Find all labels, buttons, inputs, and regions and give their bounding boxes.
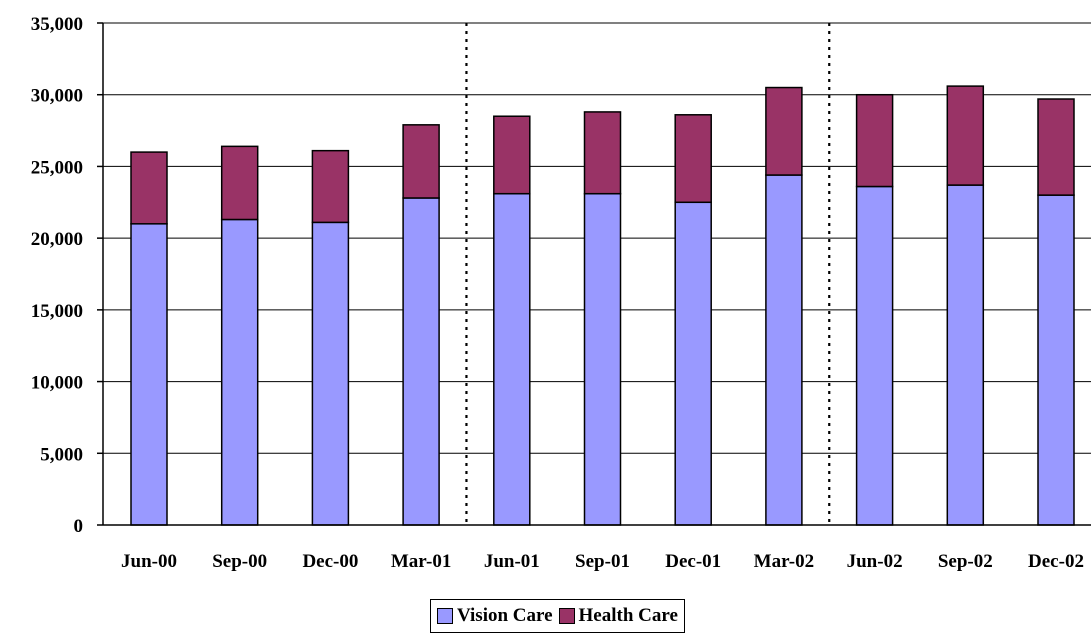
y-tick-labels: 0 5,000 10,000 15,000 20,000 25,000 30,000 35,0… — [31, 14, 83, 537]
bar-health-care-jun-01 — [493, 115, 531, 195]
x-tick-label-dec-02: Dec-02 — [1028, 551, 1084, 572]
bar-vision-care-jun-01 — [493, 192, 531, 526]
y-tick-label-5: 25,000 — [31, 157, 83, 178]
x-tick-label-sep-00: Sep-00 — [212, 551, 267, 572]
bar-vision-care-jun-00 — [130, 223, 168, 526]
bar-vision-care-dec-02 — [1037, 194, 1075, 526]
legend-swatch-vision-care — [437, 608, 453, 624]
bar-health-care-sep-02 — [946, 85, 985, 186]
y-tick-label-7: 35,000 — [31, 14, 83, 35]
bar-health-care-mar-01 — [402, 124, 440, 199]
bar-health-care-sep-00 — [220, 145, 259, 221]
x-tick-label-mar-02: Mar-02 — [754, 551, 815, 572]
x-tick-label-mar-01: Mar-01 — [391, 551, 452, 572]
x-tick-label-sep-01: Sep-01 — [575, 551, 630, 572]
bar-vision-care-sep-01 — [583, 192, 622, 526]
bar-vision-care-sep-02 — [946, 184, 985, 526]
stacked-bar-chart: 0 5,000 10,000 15,000 20,000 25,000 30,000 35,0… — [31, 14, 1091, 572]
bar-health-care-mar-02 — [765, 86, 803, 176]
bar-vision-care-sep-00 — [220, 218, 259, 526]
x-tick-label-dec-00: Dec-00 — [302, 551, 358, 572]
legend-label-health-care: Health Care — [578, 605, 678, 626]
y-tick-label-4: 20,000 — [31, 229, 83, 250]
bar-vision-care-mar-01 — [402, 197, 440, 526]
legend: Vision Care Health Care — [430, 599, 685, 633]
axes — [97, 22, 1091, 526]
bar-health-care-jun-02 — [855, 93, 894, 188]
x-tick-label-jun-02: Jun-02 — [847, 551, 903, 572]
bar-vision-care-mar-02 — [765, 174, 803, 526]
bar-health-care-dec-01 — [674, 114, 712, 204]
legend-swatch-health-care — [558, 608, 575, 624]
x-tick-label-sep-02: Sep-02 — [938, 551, 993, 572]
period-separators — [465, 23, 831, 525]
bar-health-care-dec-02 — [1037, 98, 1075, 196]
x-tick-label-dec-01: Dec-01 — [665, 551, 721, 572]
x-tick-labels: Jun-00 Sep-00 Dec-00 Mar-01 Jun-01 Sep-01 Dec-… — [121, 551, 1084, 572]
y-tick-label-3: 15,000 — [31, 301, 83, 322]
x-tick-label-jun-00: Jun-00 — [121, 551, 177, 572]
y-tick-label-0: 0 — [74, 516, 84, 537]
y-tick-label-1: 5,000 — [40, 444, 83, 465]
legend-item-health-care: Health Care — [558, 605, 678, 627]
bar-health-care-dec-00 — [311, 149, 350, 224]
bar-health-care-jun-00 — [130, 151, 168, 225]
y-tick-label-2: 10,000 — [31, 373, 83, 394]
y-tick-label-6: 30,000 — [31, 86, 83, 107]
legend-label-vision-care: Vision Care — [457, 605, 553, 626]
bar-health-care-sep-01 — [583, 111, 622, 195]
bar-vision-care-dec-00 — [311, 221, 350, 526]
bars — [130, 85, 1075, 526]
x-tick-label-jun-01: Jun-01 — [484, 551, 540, 572]
bar-vision-care-dec-01 — [674, 201, 712, 526]
legend-item-vision-care: Vision Care — [437, 605, 553, 627]
bar-vision-care-jun-02 — [855, 185, 894, 526]
